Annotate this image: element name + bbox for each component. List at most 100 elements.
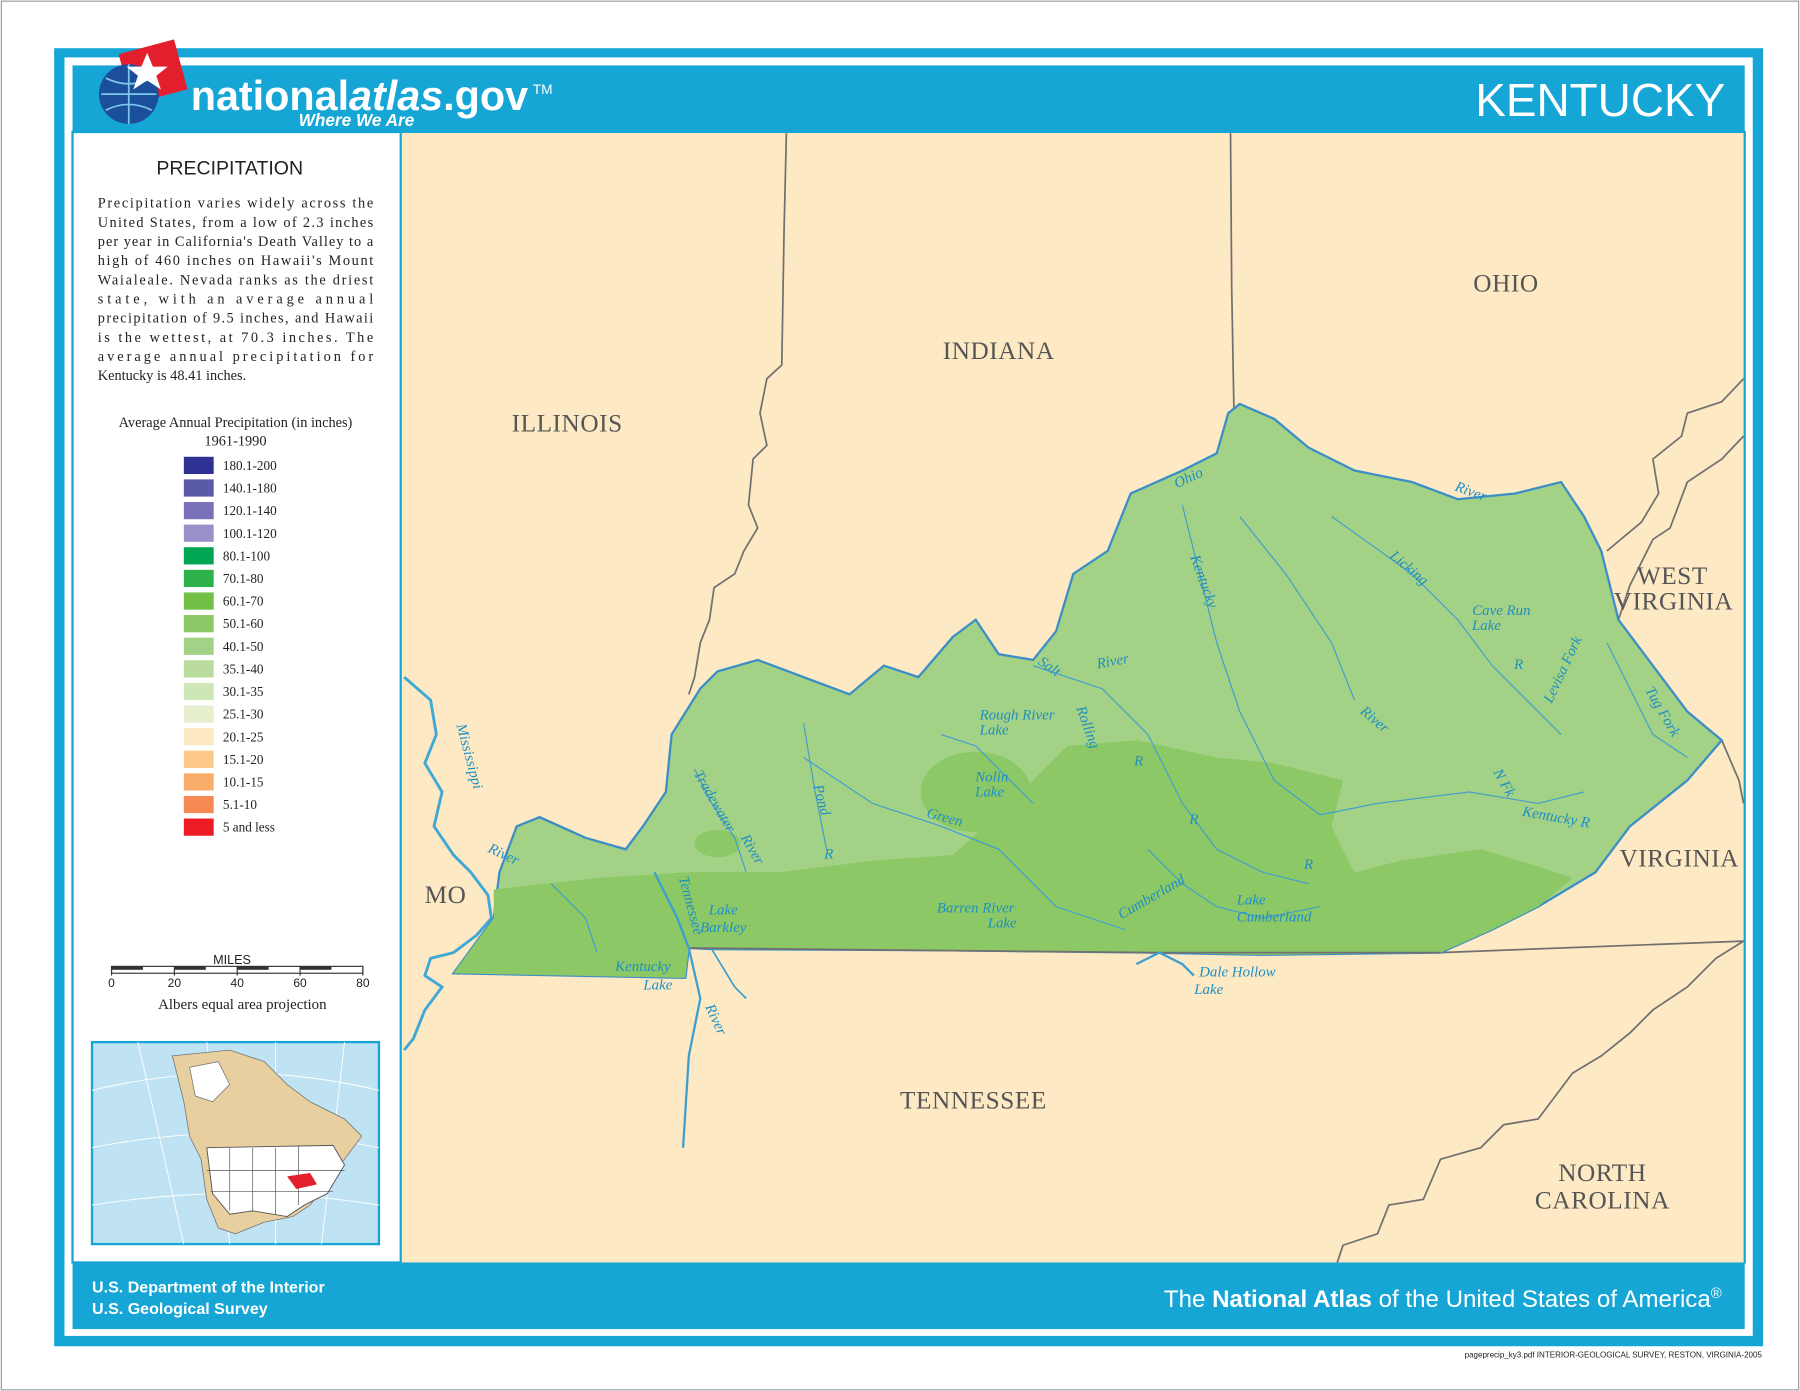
river	[694, 768, 747, 873]
wetter-zone	[694, 829, 741, 858]
inset-map	[90, 1040, 381, 1246]
water-label: Lake	[979, 723, 1009, 739]
brand-text: ®	[1711, 1286, 1722, 1302]
state-label: CAROLINA	[1535, 1188, 1670, 1215]
water-label: Lake	[1471, 618, 1501, 634]
river	[1147, 848, 1321, 919]
legend-label: 100.1-120	[223, 526, 277, 541]
footer-credit: pageprecip_ky3.pdf INTERIOR-GEOLOGICAL S…	[1465, 1351, 1763, 1360]
legend-swatch	[183, 728, 214, 746]
legend-label: 5 and less	[223, 820, 275, 835]
legend-swatch	[183, 615, 214, 633]
state-label: NORTH	[1558, 1160, 1646, 1187]
paragraph-line: high of 460 inches on Hawaii's Mount	[98, 253, 373, 269]
water-label: Nolin	[974, 770, 1008, 786]
legend-label: 120.1-140	[223, 503, 277, 518]
state-label: INDIANA	[943, 338, 1055, 365]
river	[803, 722, 828, 850]
logo-text: atlas	[349, 73, 443, 119]
logo-text: national	[191, 73, 349, 119]
logo-star	[126, 52, 168, 90]
legend-label: 80.1-100	[223, 548, 271, 563]
legend-period: 1961-1990	[204, 433, 266, 449]
border-il-in	[688, 133, 788, 695]
header-bar	[72, 65, 1745, 132]
water-label: Lake	[642, 977, 672, 993]
border-in-oh	[1229, 133, 1235, 414]
water-label: Lake	[987, 915, 1017, 931]
water-label: River	[1095, 651, 1131, 673]
water-label: R	[1133, 754, 1143, 770]
logo-tagline: Where We Are	[299, 110, 415, 130]
water-label: R	[1188, 812, 1198, 828]
water-label: Lake	[974, 784, 1004, 800]
scale-segment	[237, 966, 269, 970]
scale-label: 40	[231, 976, 245, 990]
legend-swatch	[183, 750, 214, 768]
water-label: Cumberland	[1237, 910, 1312, 926]
water-label: Lake	[708, 903, 738, 919]
river	[550, 883, 598, 953]
scale-label: 20	[168, 976, 182, 990]
river	[803, 756, 1126, 931]
mississippi-river	[403, 676, 493, 1052]
legend-label: 60.1-70	[223, 594, 264, 609]
state-label: VIRGINIA	[1620, 846, 1740, 873]
water-label: R	[823, 846, 833, 862]
legend-label: 70.1-80	[223, 571, 264, 586]
legend-swatch	[183, 773, 214, 791]
scale-segment	[300, 966, 332, 970]
panel-heading: PRECIPITATION	[156, 157, 303, 179]
state-label: WEST	[1637, 563, 1708, 590]
legend-swatch	[183, 592, 214, 610]
map-area: ILLINOISINDIANAOHIOWESTVIRGINIAVIRGINIAM…	[401, 133, 1745, 1263]
wetter-zone	[920, 751, 1031, 833]
scale-label: 60	[293, 976, 307, 990]
river	[1239, 516, 1356, 701]
projection-note: Albers equal area projection	[158, 997, 327, 1013]
paragraph-line: Precipitation varies widely across the	[98, 196, 373, 212]
paragraph-line: precipitation of 9.5 inches, and Hawaii	[98, 311, 373, 327]
paragraph-line: average annual precipitation for	[98, 349, 374, 365]
border-va-wv	[1617, 435, 1745, 621]
river	[711, 948, 747, 1000]
water-label: Lake	[1236, 892, 1266, 908]
legend-label: 40.1-50	[223, 639, 264, 654]
legend-label: 25.1-30	[223, 707, 264, 722]
footer-agency: U.S. Geological Survey	[92, 1300, 268, 1318]
footer-bar	[72, 1262, 1745, 1330]
legend-swatch	[183, 818, 214, 836]
legend-swatch	[183, 705, 214, 723]
paragraph-line: is the wettest, at 70.3 inches. The	[98, 330, 373, 346]
legend-label: 20.1-25	[223, 729, 264, 744]
water-label: Barren River	[937, 900, 1015, 916]
water-label: Cave Run	[1472, 603, 1530, 619]
legend-label: 35.1-40	[223, 661, 264, 676]
water-label: Rough River	[979, 708, 1055, 724]
paragraph-line: Waialeale. Nevada ranks as the driest	[98, 272, 373, 288]
legend-label: 140.1-180	[223, 481, 277, 496]
river	[1606, 642, 1688, 758]
water-label: R	[1303, 857, 1313, 873]
footer-agency: U.S. Department of the Interior	[92, 1278, 325, 1296]
legend-swatch	[183, 637, 214, 655]
logo-trademark: TM	[533, 82, 553, 97]
scale-segment	[111, 966, 143, 970]
legend-label: 5.1-10	[223, 797, 257, 812]
water-label: Dale Hollow	[1198, 965, 1276, 981]
logo	[98, 39, 188, 124]
scale-unit: MILES	[213, 953, 251, 967]
legend-swatch	[183, 456, 214, 474]
border-va	[1720, 739, 1745, 804]
border-oh-wv	[1606, 378, 1745, 552]
legend-swatch	[183, 569, 214, 588]
legend-swatch	[183, 682, 214, 701]
footer-brand: The National Atlas of the United States …	[1164, 1286, 1722, 1313]
wetter-zone	[453, 740, 1573, 978]
brand-text: of the United States of America	[1372, 1286, 1711, 1313]
river	[1331, 515, 1562, 735]
legend-swatch	[183, 795, 214, 814]
inset-kentucky	[287, 1172, 317, 1190]
paragraph-line: state, with an average annual	[98, 292, 373, 308]
water-label: Kentucky	[614, 959, 671, 975]
